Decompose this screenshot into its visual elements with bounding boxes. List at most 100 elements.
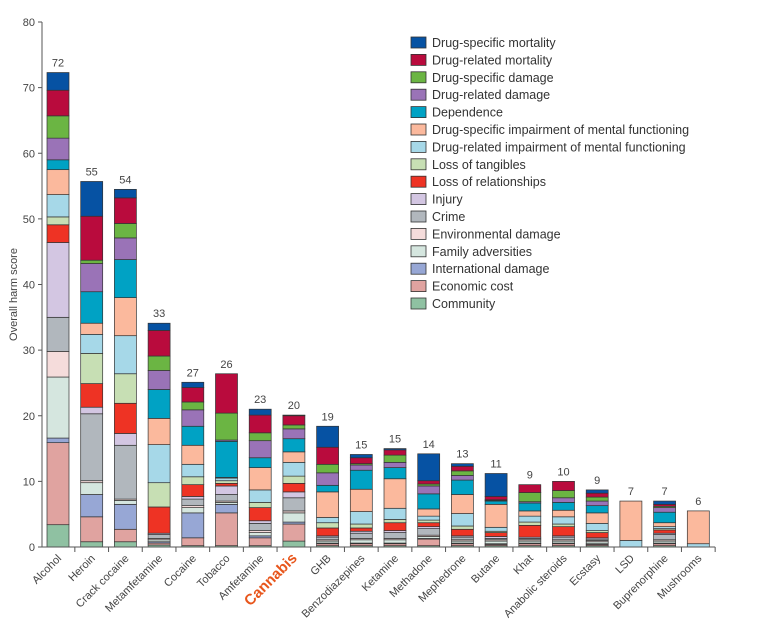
bar-segment (451, 494, 474, 514)
legend-item: Environmental damage (410, 227, 561, 241)
bar-segment (552, 516, 575, 525)
x-category-label: Khat (511, 553, 535, 577)
bar-total-label: 10 (557, 466, 569, 478)
bar-segment (349, 464, 373, 471)
bar-total-label: 13 (456, 449, 468, 461)
bar-segment (518, 524, 542, 538)
bar-segment (349, 454, 373, 459)
bar-segment (46, 524, 70, 548)
bar-segment (114, 402, 137, 434)
legend-swatch (410, 123, 427, 136)
bar-segment (518, 484, 542, 493)
legend-swatch (410, 245, 427, 258)
bar-ecstasy (585, 489, 609, 548)
bar-segment (46, 376, 70, 439)
bar-lsd (619, 500, 643, 548)
legend-label: Drug-related mortality (432, 53, 553, 67)
bar-segment (585, 512, 609, 524)
bar-segment (484, 540, 508, 545)
bar-segment (215, 477, 238, 482)
x-category-label: Heroin (66, 553, 97, 584)
bar-segment (181, 512, 205, 539)
bar-segment (417, 485, 441, 495)
legend-label: Dependence (432, 106, 503, 120)
bar-alcohol (46, 72, 70, 548)
bar-total-label: 7 (628, 486, 634, 498)
legend-swatch (410, 297, 427, 310)
bar-segment (282, 512, 306, 523)
bar-segment (80, 353, 104, 384)
bar-segment (181, 381, 205, 388)
bar-segment (585, 492, 609, 498)
bar-segment (114, 541, 137, 548)
bar-segment (248, 520, 272, 524)
bar-segment (181, 463, 205, 478)
x-category-label: Ecstasy (568, 552, 604, 588)
bar-segment (383, 532, 407, 539)
y-tick-label: 70 (23, 83, 35, 95)
bar-segment (46, 115, 70, 139)
bar-segment (114, 197, 137, 224)
bar-total-label: 9 (527, 470, 533, 482)
bar-segment (518, 515, 542, 523)
bar-total-label: 33 (153, 308, 165, 320)
bar-segment (114, 223, 137, 239)
bar-crack-cocaine (114, 188, 137, 548)
bar-segment (484, 532, 508, 537)
bar-segment (80, 516, 104, 543)
legend-item: Drug-specific mortality (410, 36, 556, 50)
bar-segment (316, 527, 339, 537)
bar-segment (181, 537, 205, 547)
legend-item: Drug-related damage (410, 88, 550, 102)
bar-segment (215, 412, 238, 441)
bar-segment (383, 461, 407, 468)
bar-segment (80, 263, 104, 293)
bar-segment (383, 522, 407, 531)
bar-segment (46, 72, 70, 91)
bar-segment (181, 409, 205, 427)
bar-segment (349, 511, 373, 525)
bar-segment (417, 528, 441, 536)
bar-segment (316, 536, 339, 541)
bar-segment (451, 536, 474, 541)
bar-segment (417, 515, 441, 521)
bar-segment (316, 425, 339, 448)
bar-segment (585, 532, 609, 539)
x-category-label: Alcohol (30, 553, 64, 587)
bar-segment (248, 408, 272, 416)
bar-segment (282, 415, 306, 426)
bar-segment (248, 523, 272, 531)
bar-mephedrone (451, 463, 474, 548)
y-tick-label: 0 (29, 542, 35, 554)
x-category-label: Benzodiazepines (300, 552, 368, 619)
legend-swatch (410, 210, 427, 223)
bar-segment (248, 457, 272, 468)
bar-segment (383, 449, 407, 456)
bar-segment (417, 480, 441, 485)
bar-segment (114, 528, 137, 543)
legend-swatch (410, 71, 427, 84)
legend-label: Drug-related damage (432, 88, 550, 102)
bar-segment (147, 322, 171, 331)
bar-segment (80, 482, 104, 495)
legend-swatch (410, 158, 427, 171)
bar-heroin (80, 181, 104, 548)
bar-segment (46, 89, 70, 117)
bar-segment (282, 523, 306, 542)
bar-segment (147, 534, 171, 539)
legend-label: International damage (432, 262, 549, 276)
bar-segment (484, 503, 508, 528)
bar-total-label: 7 (662, 486, 668, 498)
bar-segment (451, 475, 474, 481)
bar-total-label: 19 (321, 411, 333, 423)
bar-segment (248, 532, 272, 537)
bar-segment (552, 502, 575, 511)
bar-segment (46, 242, 70, 318)
bar-total-label: 72 (52, 58, 64, 70)
legend-swatch (410, 140, 427, 153)
bar-segment (248, 489, 272, 503)
bar-segment (46, 216, 70, 226)
bar-segment (316, 517, 339, 524)
bar-segment (349, 539, 373, 544)
